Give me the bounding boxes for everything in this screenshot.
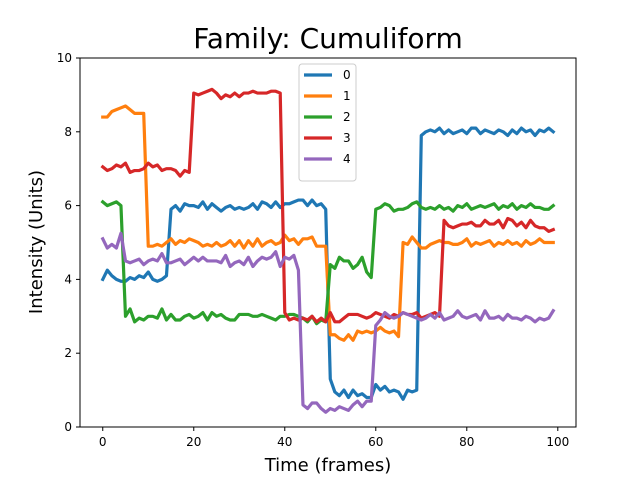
x-axis: 0 20 40 60 80 100	[99, 427, 569, 449]
x-tick-label: 20	[186, 435, 201, 449]
legend-box	[298, 63, 357, 182]
legend-label-0: 0	[343, 68, 351, 82]
legend-label-3: 3	[343, 131, 351, 145]
y-tick-label: 4	[64, 272, 72, 286]
x-tick-label: 80	[459, 435, 474, 449]
y-tick-label: 2	[64, 346, 72, 360]
x-axis-label: Time (frames)	[264, 455, 392, 476]
plot-frame	[79, 57, 577, 428]
y-tick-label: 6	[64, 199, 72, 213]
legend: 0 1 2 3 4	[298, 63, 357, 182]
legend-label-1: 1	[343, 89, 351, 103]
series-line-4	[100, 231, 556, 414]
y-tick-label: 8	[64, 125, 72, 139]
legend-label-2: 2	[343, 110, 351, 124]
y-tick-label: 0	[64, 420, 72, 434]
series-line-2	[100, 199, 556, 326]
legend-label-4: 4	[343, 152, 351, 166]
x-tick-label: 100	[546, 435, 569, 449]
series-layer	[100, 87, 556, 414]
series-line-3	[100, 87, 556, 324]
y-axis-label: Intensity (Units)	[26, 170, 47, 314]
chart-title: Family: Cumuliform	[193, 22, 463, 55]
y-tick-label: 10	[57, 51, 72, 65]
x-tick-label: 40	[277, 435, 292, 449]
y-axis: 0 2 4 6 8 10	[57, 51, 80, 434]
x-tick-label: 60	[368, 435, 383, 449]
x-tick-label: 0	[99, 435, 107, 449]
